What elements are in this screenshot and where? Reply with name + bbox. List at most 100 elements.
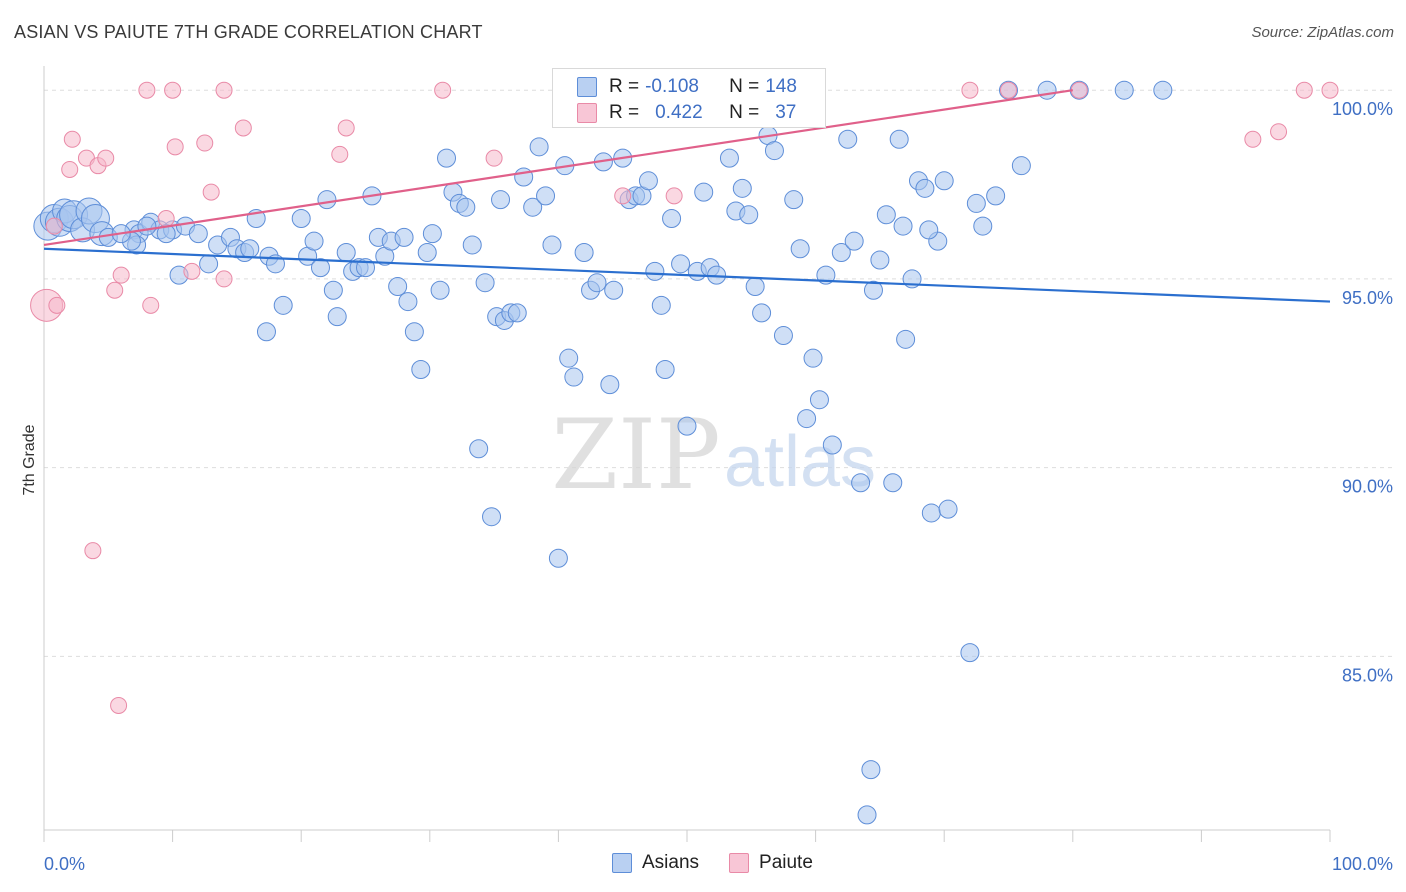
asian-point — [327, 307, 347, 327]
asian-point — [745, 276, 765, 296]
watermark: ZIP atlas — [551, 399, 876, 511]
asian-point — [310, 258, 330, 278]
legend-swatch-paiute — [577, 103, 597, 123]
paiute-point — [337, 119, 355, 137]
legend-n-value: 148 — [765, 76, 797, 97]
asian-point — [838, 129, 858, 149]
asian-point — [304, 231, 324, 251]
asian-point — [863, 280, 883, 300]
paiute-point — [961, 81, 979, 99]
series-asians — [33, 80, 1173, 825]
asian-point — [600, 375, 620, 395]
y-tick-label: 85.0% — [1342, 665, 1393, 685]
y-tick-label: 95.0% — [1342, 288, 1393, 308]
asian-point — [1011, 156, 1031, 176]
legend-item-asians[interactable]: Asians — [612, 852, 699, 874]
asian-point — [671, 254, 691, 274]
asian-point — [536, 186, 556, 206]
paiute-point — [1321, 81, 1339, 99]
asian-point — [462, 235, 482, 255]
watermark-atlas: atlas — [724, 422, 876, 502]
asian-point — [844, 231, 864, 251]
asian-point — [482, 507, 502, 527]
asian-point — [574, 243, 594, 262]
asian-point — [548, 548, 568, 568]
legend-swatch-asians — [577, 77, 597, 97]
paiute-point — [110, 696, 128, 714]
asian-point — [514, 167, 534, 187]
asian-point — [1114, 80, 1134, 100]
axes — [43, 66, 1331, 842]
paiute-point — [665, 187, 683, 205]
asian-point — [507, 303, 527, 323]
paiute-point — [48, 296, 66, 314]
asian-point — [797, 409, 817, 429]
asian-point — [870, 250, 890, 270]
asian-point — [398, 292, 418, 312]
asian-point — [417, 243, 437, 262]
asian-point — [739, 205, 759, 225]
asian-point — [422, 224, 442, 244]
paiute-point — [1244, 130, 1262, 148]
y-tick-labels: 85.0% 90.0% 95.0% 100.0% — [1332, 99, 1393, 685]
legend-label-paiute: Paiute — [759, 852, 813, 873]
asian-point — [240, 239, 260, 259]
asian-point — [861, 760, 881, 780]
asian-point — [752, 303, 772, 323]
paiute-point — [215, 81, 233, 99]
legend-item-paiute[interactable]: Paiute — [729, 852, 813, 874]
asian-point — [256, 322, 276, 342]
paiute-point — [166, 138, 184, 156]
paiute-point — [614, 187, 632, 205]
legend-r-value: -0.108 — [645, 76, 699, 97]
asian-point — [564, 367, 584, 387]
asian-point — [587, 273, 607, 293]
asian-point — [388, 276, 408, 296]
correlation-legend: R = -0.108 N = 148 R = 0.422 N = 37 — [552, 68, 826, 128]
asian-point — [469, 439, 489, 459]
asian-point — [883, 473, 903, 493]
asian-point — [323, 280, 343, 300]
trend-line-asians — [43, 247, 1331, 303]
paiute-point — [138, 81, 156, 99]
paiute-point — [63, 130, 81, 148]
asian-point — [822, 435, 842, 455]
asian-point — [475, 273, 495, 293]
paiute-point — [1070, 81, 1088, 99]
paiute-point — [434, 81, 452, 99]
asian-point — [1037, 80, 1057, 100]
paiute-point — [112, 266, 130, 284]
legend-label-asians: Asians — [642, 852, 700, 873]
asian-point — [529, 137, 549, 157]
legend-r-label: R = — [609, 76, 640, 97]
x-tick-label-max: 100.0% — [1332, 854, 1393, 874]
paiute-point — [84, 542, 102, 560]
asian-point — [542, 235, 562, 255]
legend-r-value: 0.422 — [655, 102, 703, 123]
legend-r-label: R = — [609, 102, 640, 123]
asian-point — [790, 239, 810, 259]
asian-point — [188, 224, 208, 244]
asian-point — [456, 197, 476, 217]
paiute-point — [106, 281, 124, 299]
y-tick-label: 90.0% — [1342, 477, 1393, 497]
paiute-point — [164, 81, 182, 99]
asian-point — [960, 643, 980, 663]
asian-point — [523, 197, 543, 217]
asian-point — [893, 216, 913, 236]
asian-point — [662, 209, 682, 229]
asian-point — [938, 499, 958, 519]
paiute-point — [142, 296, 160, 314]
asian-point — [677, 416, 697, 436]
asian-point — [273, 295, 293, 315]
paiute-point — [1295, 81, 1313, 99]
source-label: Source: ZipAtlas.com — [1251, 24, 1394, 41]
series-paiute — [30, 81, 1339, 714]
asian-point — [430, 280, 450, 300]
x-tick-label-min: 0.0% — [44, 854, 85, 874]
asian-point — [559, 348, 579, 368]
asian-point — [719, 148, 739, 168]
asian-point — [966, 193, 986, 213]
asian-point — [784, 190, 804, 210]
